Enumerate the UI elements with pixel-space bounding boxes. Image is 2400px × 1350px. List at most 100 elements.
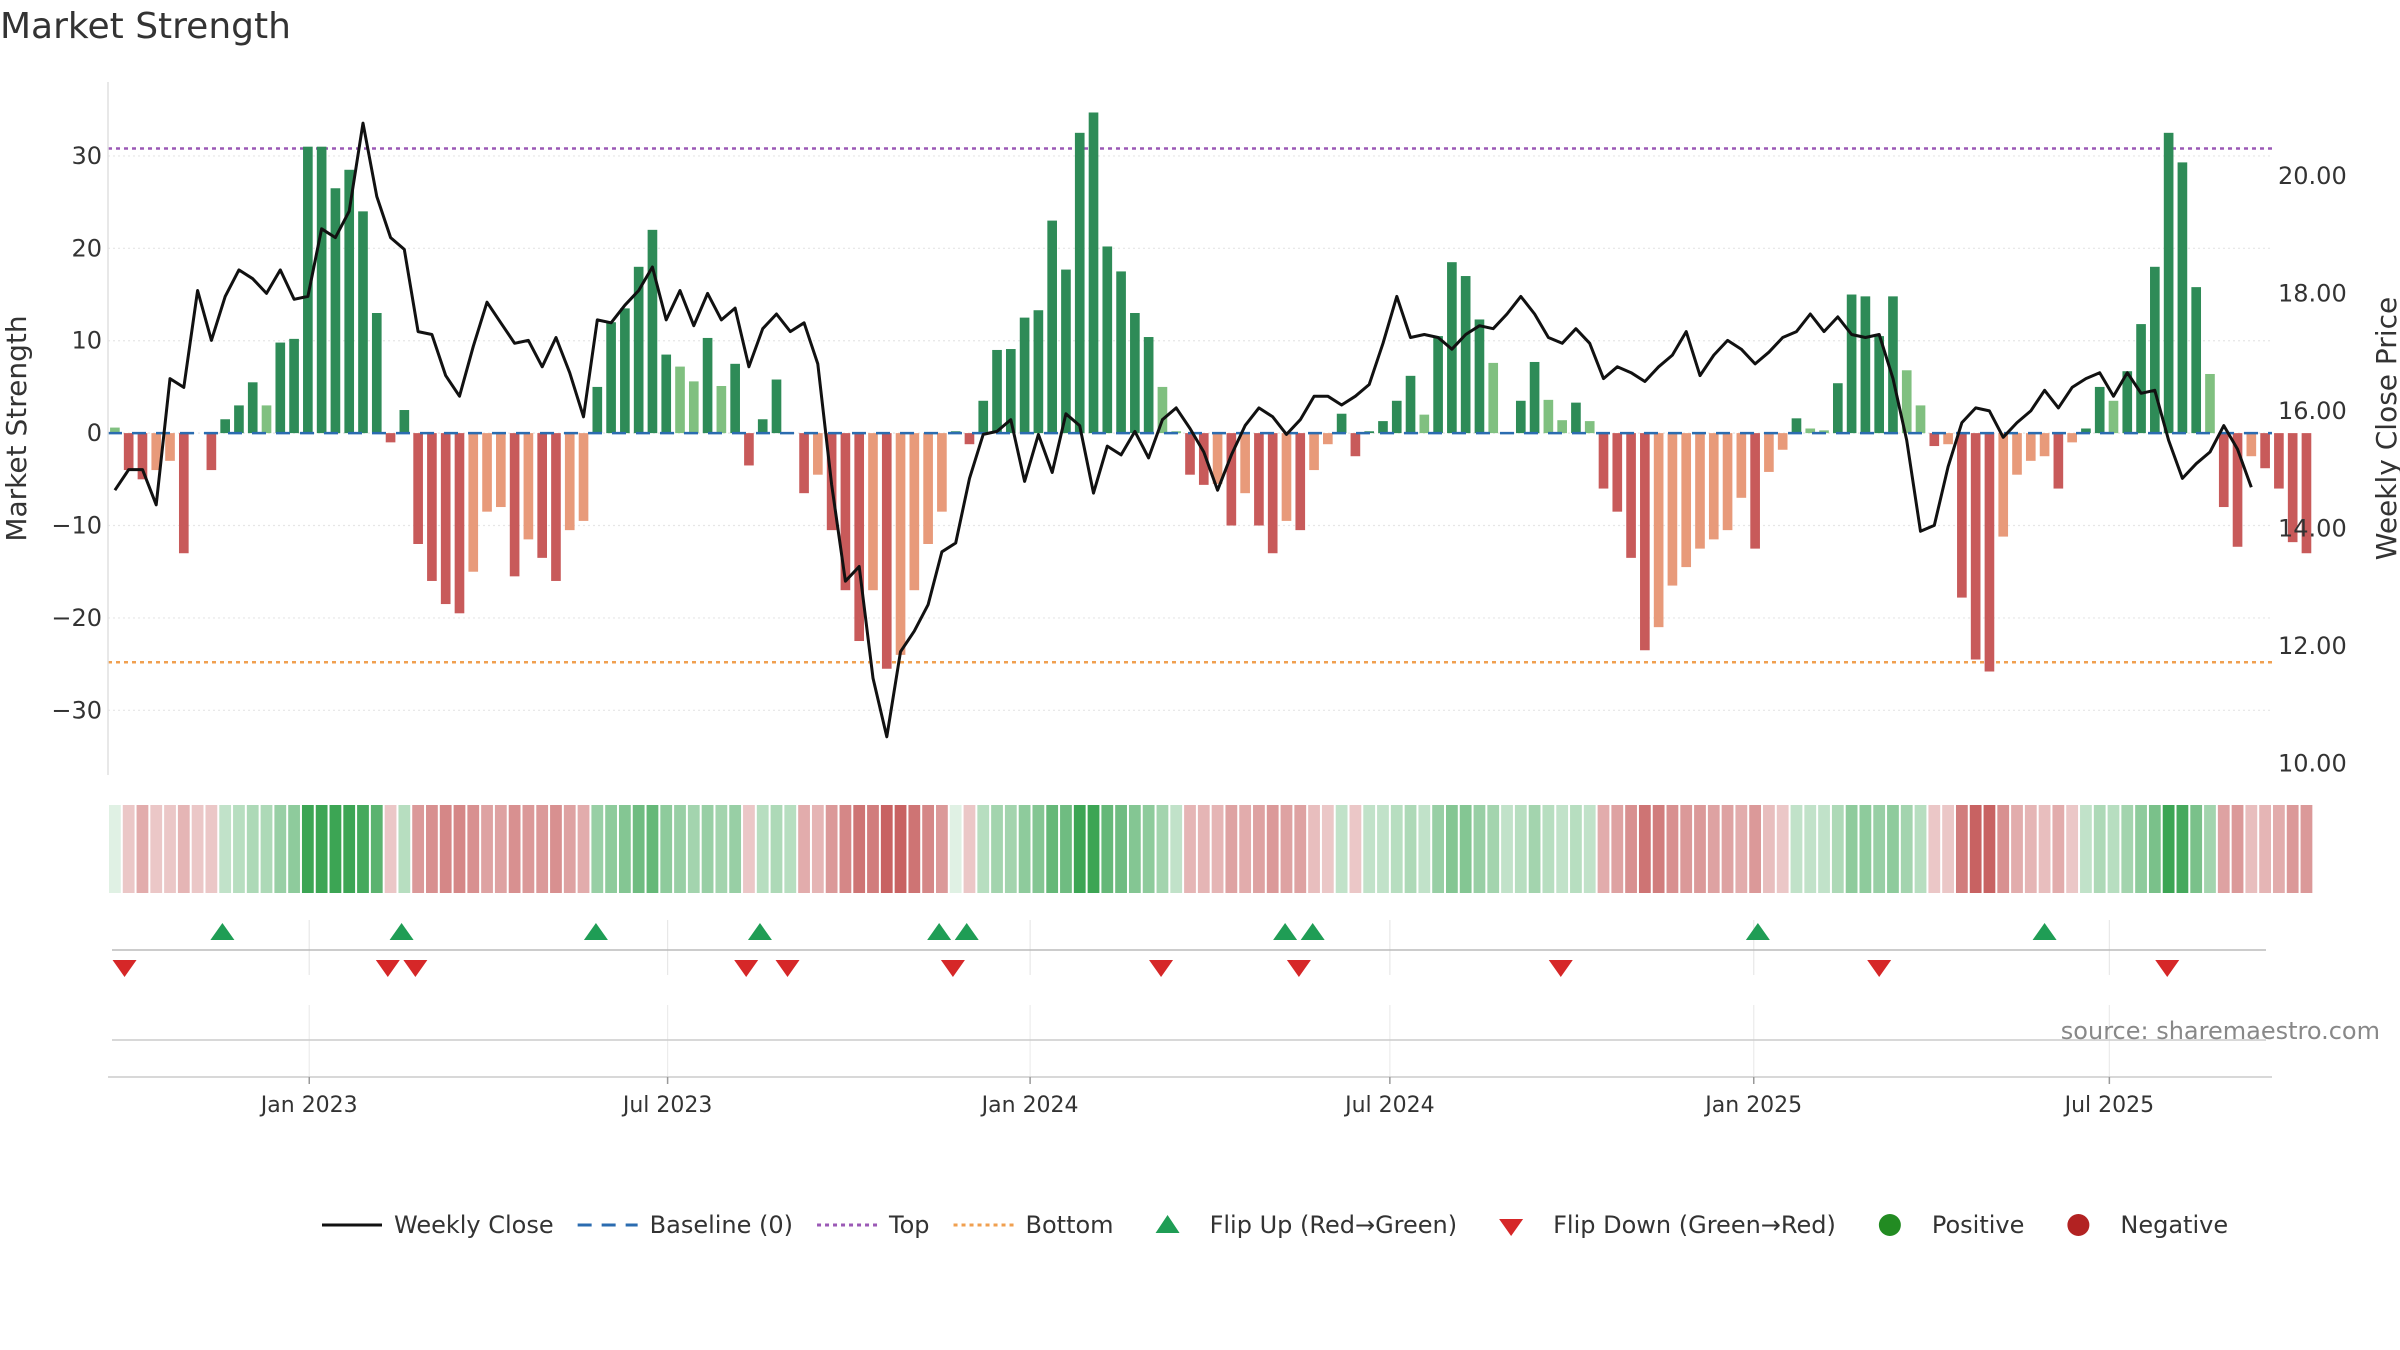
tone-cell xyxy=(1349,805,1362,893)
y-axis-title: Market Strength xyxy=(0,315,33,541)
strength-bar xyxy=(661,354,672,434)
strength-bar xyxy=(2301,433,2312,554)
strength-bar xyxy=(1970,433,1981,660)
tone-cell xyxy=(343,805,356,893)
strength-bar xyxy=(2232,433,2243,547)
flip-up-marker xyxy=(389,923,414,940)
tone-cell xyxy=(1707,805,1720,893)
strength-bar xyxy=(2205,373,2215,434)
tone-cell xyxy=(1611,805,1624,893)
flip-up-marker xyxy=(747,923,772,940)
tone-cell xyxy=(536,805,549,893)
weekly-tone-strip xyxy=(109,805,2313,893)
strength-bar xyxy=(978,400,989,434)
tone-cell xyxy=(715,805,728,893)
tone-cell xyxy=(1046,805,1059,893)
strength-bar xyxy=(1943,433,1953,445)
strength-bar xyxy=(1874,336,1884,434)
strength-bar xyxy=(1323,433,1333,445)
legend-label-positive: Positive xyxy=(1932,1211,2025,1239)
strength-bar xyxy=(1295,433,1306,531)
tone-cell xyxy=(219,805,232,893)
y2-tick-label: 16.00 xyxy=(2278,397,2347,425)
tone-cell xyxy=(1556,805,1569,893)
tone-cell xyxy=(1735,805,1748,893)
x-tick-label: Jan 2023 xyxy=(259,1093,358,1118)
strength-bar xyxy=(1819,430,1829,434)
tone-cell xyxy=(674,805,686,893)
tone-cell xyxy=(1073,805,1086,893)
strength-bar xyxy=(909,433,920,591)
tone-cell xyxy=(646,805,659,893)
strength-bar xyxy=(1736,433,1747,498)
strength-bar xyxy=(1695,433,1705,549)
tone-cell xyxy=(1528,805,1541,893)
tone-cell xyxy=(1004,805,1017,893)
tone-cell xyxy=(2217,805,2230,893)
tone-cell xyxy=(1432,805,1444,893)
strength-bar xyxy=(633,266,644,434)
strength-bar xyxy=(702,337,713,434)
tone-cell xyxy=(1570,805,1582,893)
strength-bar xyxy=(1846,294,1857,434)
strength-bar xyxy=(1557,420,1567,434)
strength-bars xyxy=(110,112,2312,672)
tone-cell xyxy=(2121,805,2134,893)
strength-bar xyxy=(206,433,217,471)
strength-bar xyxy=(247,382,258,434)
strength-bar xyxy=(1350,433,1361,457)
strength-bar xyxy=(757,419,768,434)
strength-bar xyxy=(1005,349,1016,434)
tone-cell xyxy=(2011,805,2023,893)
tone-cell xyxy=(2066,805,2079,893)
tone-cell xyxy=(301,805,314,893)
strength-bar xyxy=(1226,433,1237,526)
tone-cell xyxy=(1197,805,1210,893)
strength-bar xyxy=(840,433,851,591)
strength-bar xyxy=(454,433,465,614)
tone-cell xyxy=(1335,805,1348,893)
strength-bar xyxy=(1157,386,1168,434)
reference-lines xyxy=(108,147,2272,664)
strength-bar xyxy=(1088,112,1099,434)
legend-item-flip_up: Flip Up (Red→Green) xyxy=(1155,1211,1457,1239)
strength-bar xyxy=(1681,433,1692,568)
tone-cell xyxy=(1776,805,1789,893)
tone-cell xyxy=(357,805,369,893)
legend-swatch-flip-up xyxy=(1155,1215,1180,1233)
y-tick-label: −20 xyxy=(51,604,102,632)
tone-cell xyxy=(1638,805,1651,893)
tone-cell xyxy=(1225,805,1238,893)
strength-bar xyxy=(1598,433,1609,489)
y-tick-label: 30 xyxy=(71,142,102,170)
tone-cell xyxy=(1928,805,1941,893)
strength-bar xyxy=(923,433,933,544)
tone-cell xyxy=(205,805,218,893)
strength-bar xyxy=(427,433,437,581)
tone-cell xyxy=(233,805,245,893)
strength-bar xyxy=(1198,433,1209,485)
tone-cell xyxy=(1873,805,1886,893)
strength-bar xyxy=(344,169,355,434)
tone-cell xyxy=(1790,805,1803,893)
y-tick-label: −10 xyxy=(51,512,102,540)
strength-bar xyxy=(371,313,382,434)
strength-bar xyxy=(2136,324,2146,434)
strength-bar xyxy=(1626,433,1636,558)
tone-cell xyxy=(2231,805,2244,893)
tone-cell xyxy=(1831,805,1844,893)
strength-bar xyxy=(2067,433,2077,443)
strength-bar xyxy=(2081,428,2091,434)
tone-cell xyxy=(494,805,507,893)
strength-bar xyxy=(110,427,120,434)
strength-bar xyxy=(2012,433,2022,475)
tone-cell xyxy=(1032,805,1045,893)
strength-bar xyxy=(289,338,299,434)
tone-cell xyxy=(1018,805,1031,893)
tone-cell xyxy=(288,805,300,893)
strength-bar xyxy=(1929,433,1940,447)
strength-bar xyxy=(1309,433,1319,471)
strength-bar xyxy=(1019,317,1030,434)
flip-down-marker xyxy=(2155,960,2180,977)
